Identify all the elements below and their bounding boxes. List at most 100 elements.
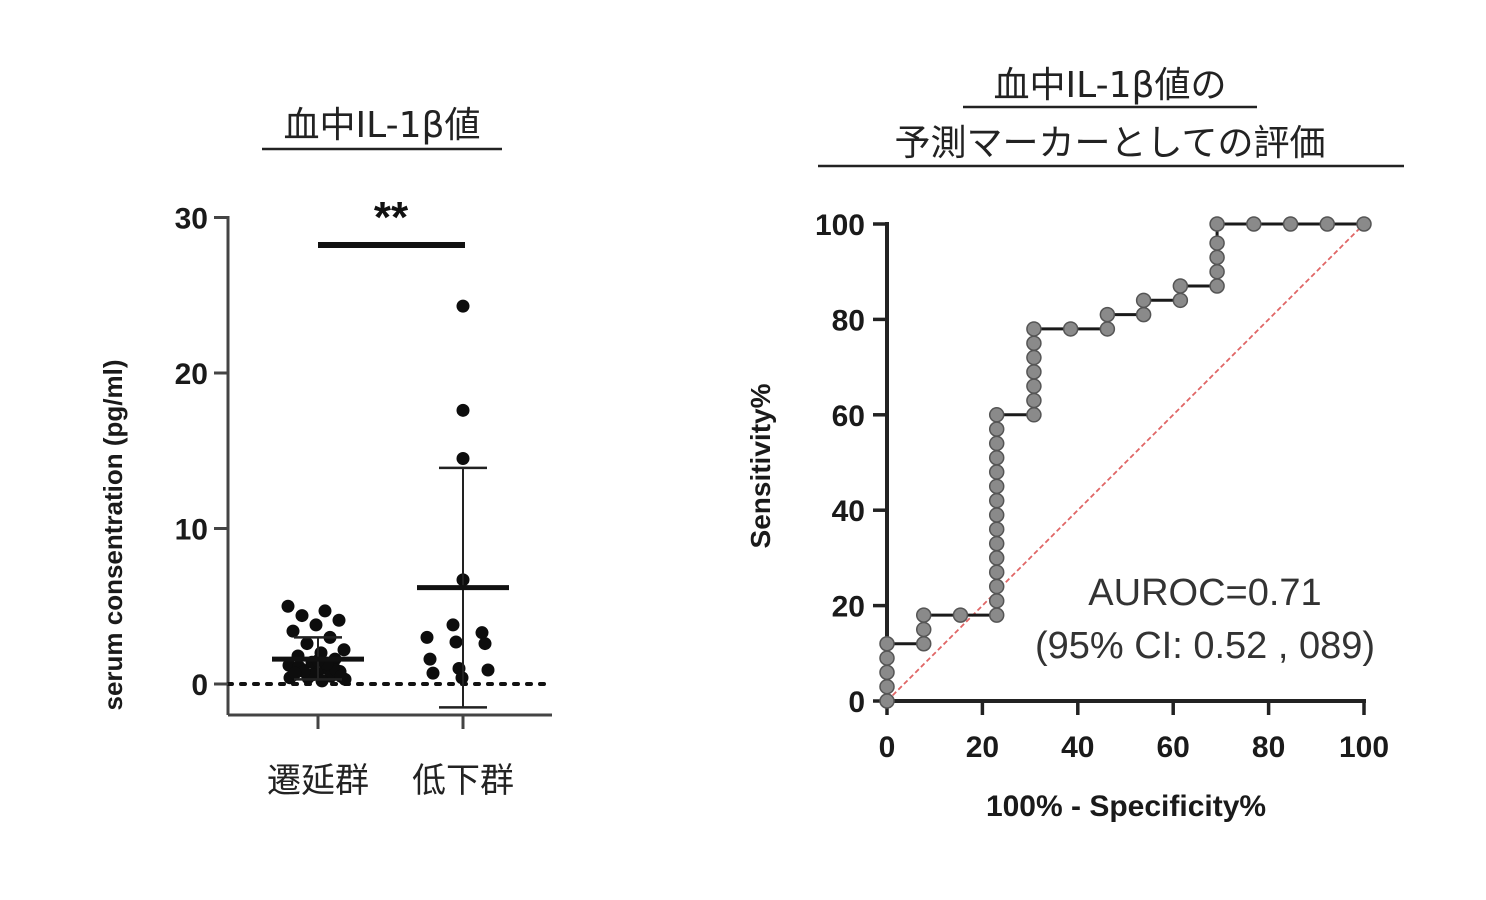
ci-annotation: (95% CI: 0.52 , 089) bbox=[1035, 625, 1375, 667]
data-point bbox=[300, 637, 314, 651]
roc-point bbox=[1099, 306, 1116, 323]
roc-point bbox=[1246, 216, 1262, 232]
roc-point bbox=[1209, 249, 1225, 266]
roc-point bbox=[879, 636, 895, 652]
roc-point bbox=[988, 464, 1005, 480]
roc-point bbox=[1135, 292, 1152, 309]
right-y-tick-label: 20 bbox=[832, 591, 865, 624]
right-axes: 0 20 40 60 80 100 0 20 40 60 80 100 bbox=[815, 209, 1389, 764]
roc-curve bbox=[879, 216, 1372, 709]
roc-point bbox=[988, 421, 1005, 437]
right-x-tick-label: 20 bbox=[966, 731, 999, 764]
roc-point bbox=[1062, 321, 1079, 337]
roc-point bbox=[988, 535, 1005, 552]
roc-point bbox=[988, 550, 1005, 566]
roc-point bbox=[1026, 364, 1042, 380]
right-x-axis-label: 100% - Specificity% bbox=[986, 790, 1266, 823]
roc-point bbox=[1135, 306, 1152, 323]
roc-point bbox=[988, 478, 1005, 495]
roc-point bbox=[915, 607, 932, 623]
roc-point bbox=[1209, 263, 1225, 280]
data-point bbox=[332, 613, 346, 627]
roc-point bbox=[1319, 216, 1336, 232]
data-point bbox=[475, 626, 489, 640]
data-point bbox=[423, 652, 437, 666]
roc-point bbox=[879, 650, 895, 666]
data-point bbox=[281, 599, 295, 613]
left-axes bbox=[226, 216, 552, 729]
roc-point bbox=[1099, 321, 1116, 337]
data-point bbox=[309, 618, 323, 632]
data-point bbox=[449, 635, 463, 649]
right-x-tick-label: 40 bbox=[1061, 731, 1094, 764]
roc-point bbox=[1209, 216, 1225, 232]
data-point bbox=[295, 609, 309, 623]
roc-point bbox=[1282, 216, 1299, 232]
right-y-tick-label: 40 bbox=[832, 495, 865, 528]
roc-point bbox=[1026, 392, 1042, 409]
right-y-tick-label: 60 bbox=[832, 400, 865, 433]
roc-point bbox=[988, 435, 1005, 452]
data-point bbox=[456, 403, 470, 417]
roc-point bbox=[1356, 216, 1372, 232]
left-y-ticks: 0 10 20 30 bbox=[175, 203, 228, 702]
roc-point bbox=[988, 407, 1005, 423]
right-y-tick-label: 80 bbox=[832, 304, 865, 337]
roc-point bbox=[1026, 321, 1042, 337]
roc-point bbox=[879, 693, 895, 709]
right-y-tick-label: 100 bbox=[815, 209, 865, 242]
reference-line bbox=[886, 223, 1365, 702]
roc-point bbox=[915, 636, 932, 652]
data-point bbox=[456, 452, 470, 466]
data-point bbox=[481, 663, 495, 677]
roc-point bbox=[915, 621, 932, 638]
reference-diagonal bbox=[886, 223, 1365, 702]
left-y-tick-label: 30 bbox=[175, 203, 208, 236]
roc-point bbox=[988, 507, 1005, 523]
roc-point bbox=[1172, 278, 1189, 294]
data-point bbox=[334, 669, 348, 683]
data-point bbox=[456, 299, 470, 313]
roc-point bbox=[988, 593, 1005, 609]
left-y-tick-label: 0 bbox=[191, 669, 208, 702]
roc-point bbox=[879, 678, 895, 695]
roc-point bbox=[1026, 349, 1042, 366]
data-point bbox=[286, 624, 300, 638]
roc-point bbox=[1209, 278, 1225, 294]
roc-point bbox=[988, 449, 1005, 466]
left-y-tick-label: 20 bbox=[175, 358, 208, 391]
right-y-tick-label: 0 bbox=[848, 686, 865, 719]
left-stats bbox=[272, 466, 509, 709]
roc-point bbox=[952, 607, 969, 623]
data-point bbox=[426, 666, 440, 680]
roc-point bbox=[1026, 335, 1042, 351]
roc-point bbox=[1172, 292, 1189, 309]
roc-point bbox=[879, 664, 895, 681]
roc-point bbox=[988, 564, 1005, 580]
right-x-tick-label: 100 bbox=[1339, 731, 1389, 764]
right-chart-title-line1: 血中IL-1β値の bbox=[994, 65, 1227, 106]
data-point bbox=[337, 643, 351, 657]
category-label-decreased: 低下群 bbox=[412, 761, 514, 801]
data-point bbox=[318, 604, 332, 618]
data-point bbox=[288, 666, 302, 680]
roc-point bbox=[1026, 407, 1042, 423]
right-chart: 血中IL-1β値の 予測マーカーとしての評価 Sensitivity% 100%… bbox=[745, 65, 1404, 823]
left-chart-title: 血中IL-1β値 bbox=[284, 105, 481, 146]
roc-point bbox=[1026, 378, 1042, 394]
data-point bbox=[446, 618, 460, 632]
category-label-prolonged: 遷延群 bbox=[267, 761, 369, 801]
roc-point bbox=[988, 607, 1005, 623]
significance-label: ** bbox=[374, 193, 409, 242]
right-x-tick-label: 80 bbox=[1252, 731, 1285, 764]
roc-point bbox=[988, 521, 1005, 538]
roc-point bbox=[1209, 235, 1225, 251]
roc-point bbox=[988, 492, 1005, 509]
left-chart: 血中IL-1β値 serum consentration (pg/ml) 0 10… bbox=[98, 105, 552, 801]
left-y-tick-label: 10 bbox=[175, 514, 208, 547]
right-chart-title-line2: 予測マーカーとしての評価 bbox=[895, 123, 1326, 164]
right-x-tick-label: 0 bbox=[879, 731, 896, 764]
auroc-annotation: AUROC=0.71 bbox=[1088, 572, 1321, 614]
left-y-axis-label: serum consentration (pg/ml) bbox=[98, 359, 128, 710]
